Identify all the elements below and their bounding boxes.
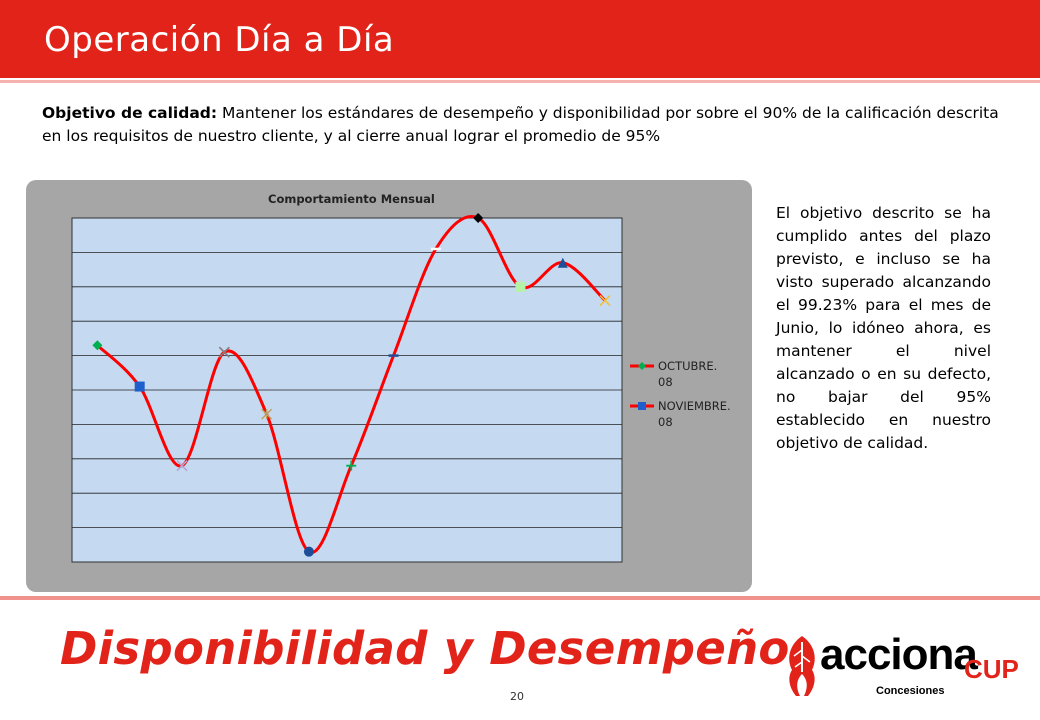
data-point [303,546,314,557]
logo-name: acciona [820,630,978,679]
page-title: Operación Día a Día [44,20,395,60]
quality-objective: Objetivo de calidad: Mantener los estánd… [42,102,1000,148]
data-point [599,294,611,307]
objective-text: Mantener los estándares de desempeño y d… [42,104,999,145]
acciona-logo: acciona CUP Concesiones [780,630,1030,708]
footer-title: Disponibilidad y Desempeño [60,622,790,675]
data-point [176,460,188,472]
data-point [515,281,526,292]
header-divider [0,80,1040,83]
logo-suffix: CUP [964,654,1019,684]
data-point [134,381,145,392]
monthly-behavior-chart: OCTUBRE. 08 NOVIEMBRE. 08 [71,213,731,563]
header-bar: Operación Día a Día [0,0,1040,78]
legend-label: NOVIEMBRE. 08 [658,399,731,429]
footer-divider [0,596,1040,600]
objective-label: Objetivo de calidad: [42,104,218,122]
summary-text: El objetivo descrito se ha cumplido ante… [776,204,991,452]
data-point [218,346,230,358]
legend-marker [638,362,646,370]
data-point [473,213,484,223]
data-point [557,257,568,268]
legend-marker [638,402,646,410]
logo-subtitle: Concesiones [876,685,945,697]
chart-title: Comportamiento Mensual [268,192,435,206]
data-point [346,460,357,471]
leaf-icon [789,636,815,696]
page-number: 20 [510,690,524,703]
data-point [92,340,103,351]
data-point [261,408,273,420]
legend-label: OCTUBRE. 08 [658,359,717,389]
